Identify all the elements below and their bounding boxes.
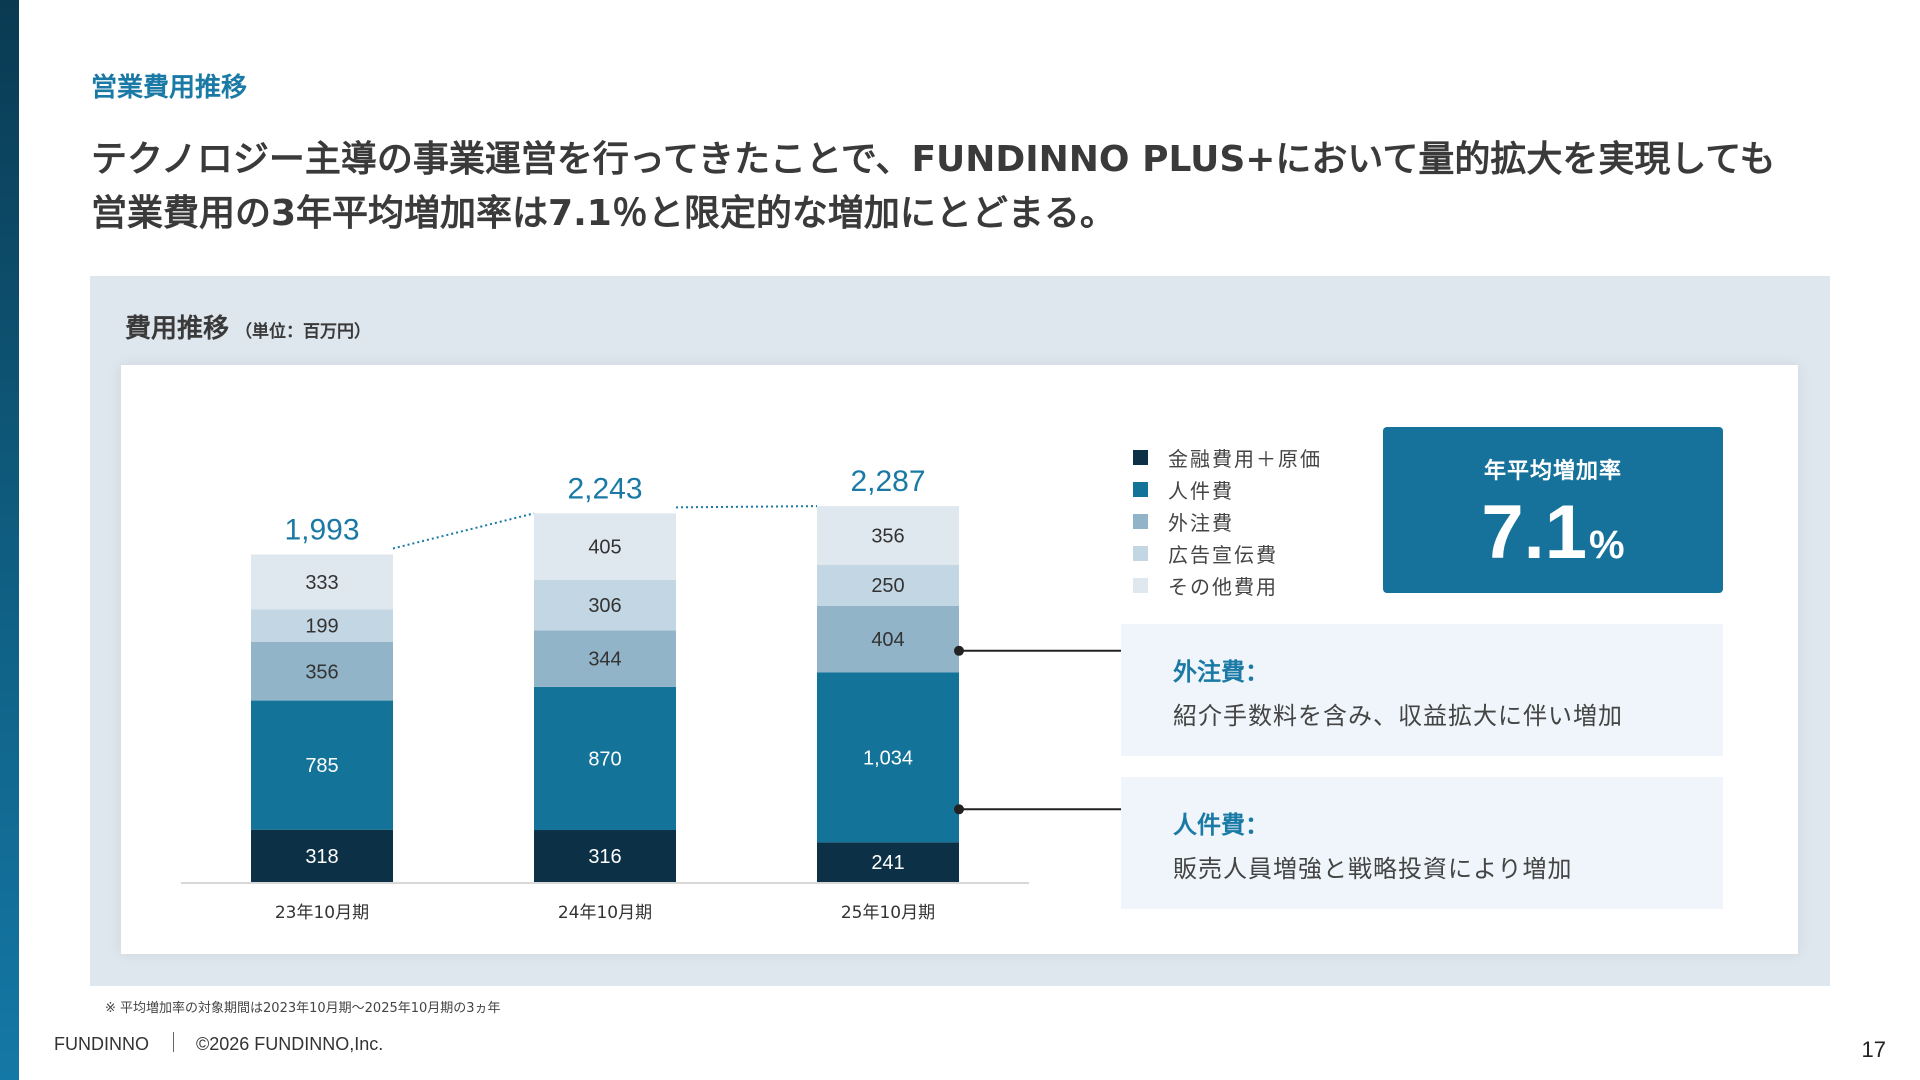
- bar-segment: [251, 609, 393, 642]
- callout-dot: [954, 645, 964, 656]
- legend-label: 人件費: [1168, 478, 1234, 503]
- growth-rate-unit: %: [1589, 523, 1625, 567]
- bar-segment: [251, 554, 393, 610]
- bar-segment: [251, 700, 393, 830]
- legend-label: 広告宣伝費: [1168, 542, 1278, 567]
- bar-segment: [817, 506, 959, 565]
- legend-label: その他費用: [1168, 574, 1278, 599]
- headline: テクノロジー主導の事業運営を行ってきたことで、FUNDINNO PLUS+におい…: [91, 133, 1871, 241]
- note-title: 人件費：: [1173, 811, 1269, 839]
- footnote: ※ 平均増加率の対象期間は2023年10月期～2025年10月期の3ヵ年: [105, 1001, 501, 1016]
- stacked-bar-chart: 318 785 356 199 333 1,993 23年10月期 316 870 344 306 4…: [181, 465, 1121, 923]
- chart-card: 318 785 356 199 333 1,993 23年10月期 316 870 344 306 4…: [121, 365, 1798, 954]
- data-label: 404: [871, 629, 904, 651]
- headline-line-2: 営業費用の3年平均増加率は7.1％と限定的な増加にとどまる。: [91, 193, 1116, 234]
- total-label: 2,243: [567, 472, 642, 505]
- category-label: 25年10月期: [841, 903, 935, 923]
- legend-label: 外注費: [1168, 510, 1234, 535]
- legend-label: 金融費用＋原価: [1168, 446, 1322, 471]
- data-label: 356: [305, 661, 338, 683]
- legend-swatch: [1133, 481, 1148, 497]
- bar-segment: [817, 672, 959, 843]
- data-label: 316: [588, 846, 621, 868]
- data-label: 241: [871, 852, 904, 874]
- legend-item: 外注費: [1133, 505, 1322, 537]
- trend-connector: [675, 505, 818, 509]
- bar-segment: [534, 579, 676, 631]
- note-text: 販売人員増強と戦略投資により増加: [1173, 855, 1573, 883]
- legend-swatch: [1133, 577, 1148, 593]
- headline-line-1: テクノロジー主導の事業運営を行ってきたことで、FUNDINNO PLUS+におい…: [91, 139, 1776, 180]
- legend-swatch: [1133, 449, 1148, 465]
- data-label: 344: [588, 649, 621, 671]
- bar-segment: [251, 829, 393, 882]
- data-label: 199: [305, 616, 338, 638]
- legend-item: 金融費用＋原価: [1133, 441, 1322, 473]
- legend-item: 人件費: [1133, 473, 1322, 505]
- note-text: 紹介手数料を含み、収益拡大に伴い増加: [1173, 702, 1623, 730]
- legend-swatch: [1133, 513, 1148, 529]
- panel-unit: （単位：百万円）: [235, 322, 372, 342]
- side-accent-bar: [0, 0, 19, 1080]
- bar-segment: [534, 830, 676, 882]
- data-label: 1,034: [863, 747, 913, 769]
- growth-rate-value: 7.1%: [1383, 489, 1723, 576]
- data-label: 318: [305, 846, 338, 868]
- chart-panel: 費用推移 （単位：百万円） 318 785 356 199 333 1,993 23年10月期…: [90, 276, 1830, 986]
- bar-segment: [817, 564, 959, 606]
- section-label: 営業費用推移: [91, 73, 248, 103]
- total-label: 2,287: [850, 465, 925, 498]
- data-label: 333: [305, 572, 338, 594]
- bar-segment: [817, 842, 959, 882]
- legend-item: 広告宣伝費: [1133, 537, 1322, 569]
- category-label: 23年10月期: [275, 903, 369, 923]
- growth-rate-label: 年平均増加率: [1483, 459, 1622, 484]
- note-title: 外注費：: [1173, 658, 1269, 686]
- total-label: 1,993: [284, 513, 359, 546]
- note-box-outsourcing: 外注費： 紹介手数料を含み、収益拡大に伴い増加: [1121, 624, 1723, 756]
- growth-rate-box: 年平均増加率 7.1%: [1383, 427, 1723, 593]
- legend-swatch: [1133, 545, 1148, 561]
- data-label: 870: [588, 748, 621, 770]
- data-label: 306: [588, 595, 621, 617]
- bar-segment: [534, 513, 676, 580]
- footer-copyright: ©2026 FUNDINNO,Inc.: [196, 1034, 384, 1054]
- trend-connector: [392, 512, 535, 550]
- growth-rate-number: 7.1: [1481, 490, 1588, 575]
- data-label: 785: [305, 755, 338, 777]
- data-label: 405: [588, 537, 621, 559]
- footer-brand: FUNDINNO: [54, 1034, 149, 1054]
- data-label: 250: [871, 575, 904, 597]
- bar-segment: [251, 641, 393, 701]
- panel-title: 費用推移 （単位：百万円）: [125, 308, 371, 345]
- footer-divider: [173, 1032, 174, 1052]
- data-label: 356: [871, 525, 904, 547]
- category-label: 24年10月期: [558, 903, 652, 923]
- panel-title-text: 費用推移: [125, 314, 230, 344]
- bar-segment: [534, 630, 676, 687]
- legend-item: その他費用: [1133, 569, 1322, 601]
- chart-legend: 金融費用＋原価 人件費 外注費 広告宣伝費 その他費用: [1133, 441, 1322, 601]
- callout-dot: [954, 804, 964, 815]
- bar-segment: [817, 605, 959, 673]
- note-box-personnel: 人件費： 販売人員増強と戦略投資により増加: [1121, 777, 1723, 909]
- page-number: 17: [1861, 1037, 1886, 1062]
- bar-segment: [534, 686, 676, 831]
